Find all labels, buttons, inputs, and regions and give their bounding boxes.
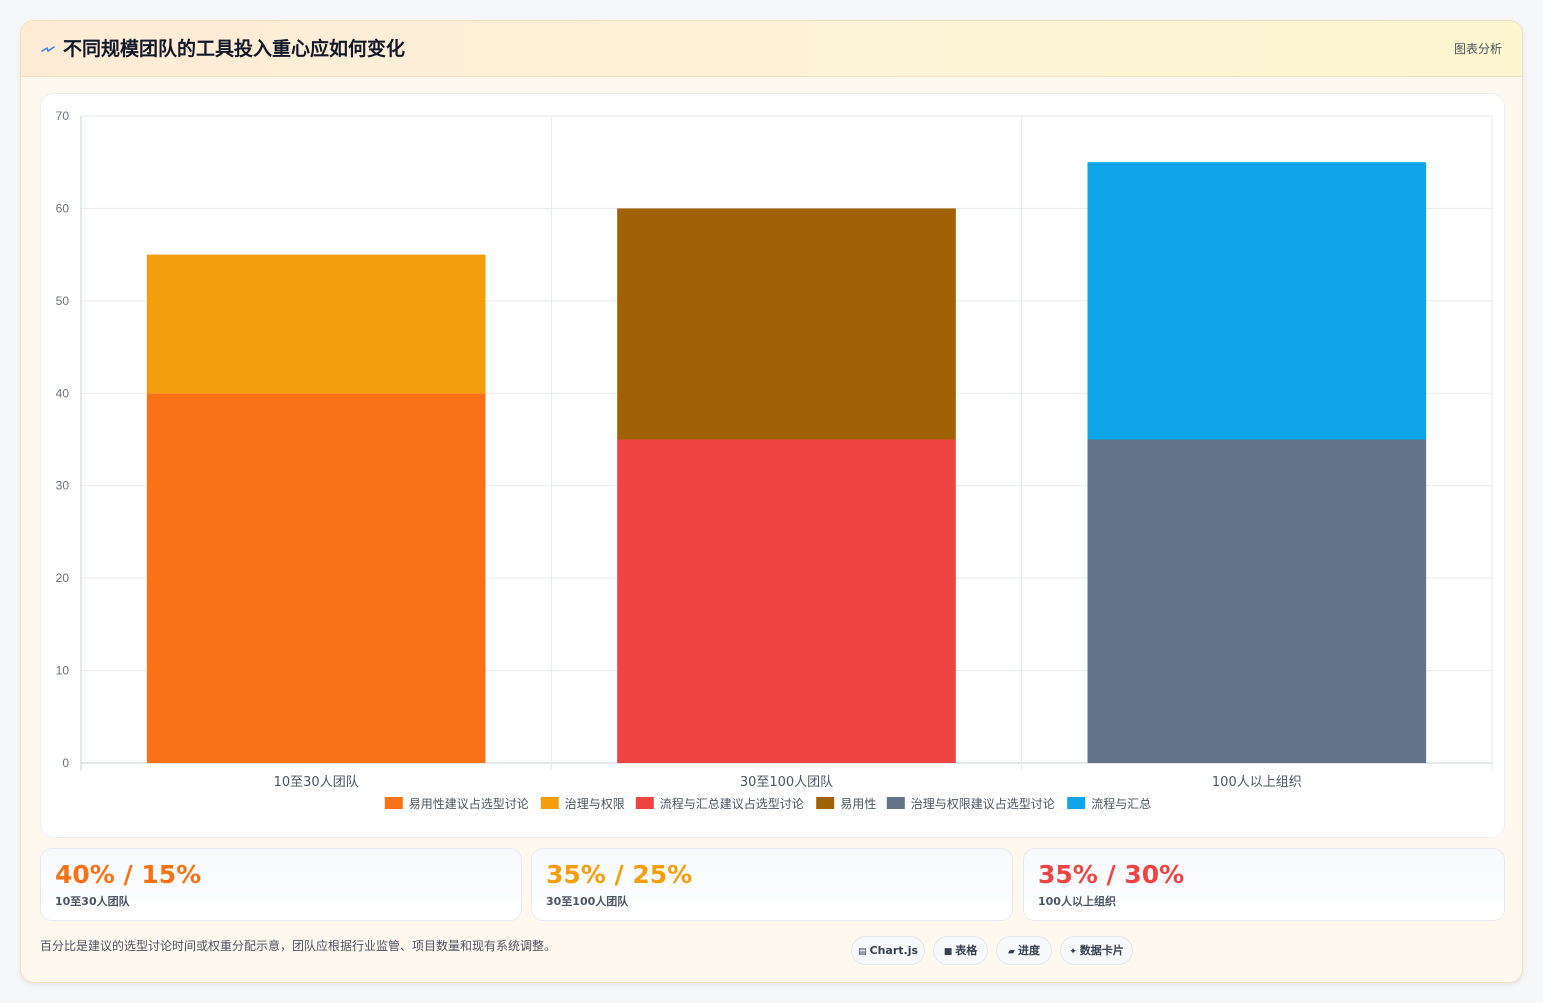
- x-tick-label: 10至30人团队: [274, 775, 359, 790]
- x-tick-label: 30至100人团队: [740, 775, 833, 790]
- legend-swatch: [384, 797, 403, 809]
- x-tick-label: 100人以上组织: [1212, 775, 1302, 790]
- legend-swatch: [540, 797, 559, 809]
- legend-swatch: [816, 797, 835, 809]
- progress-icon: ▰: [1008, 947, 1015, 957]
- chart-card: 不同规模团队的工具投入重心应如何变化 图表分析 0 10 20 30 40 50 60 70 1…: [20, 20, 1523, 983]
- y-tick-label: 20: [56, 571, 70, 585]
- legend-label: 流程与汇总建议占选型讨论: [660, 796, 804, 811]
- chip-data-card[interactable]: ✦ 数据卡片: [1060, 936, 1133, 965]
- y-tick-label: 40: [56, 386, 70, 400]
- y-tick-label: 70: [56, 109, 70, 123]
- bar-segment: [617, 439, 956, 763]
- stat-value: 40% / 15%: [55, 860, 202, 889]
- y-tick-label: 0: [62, 756, 69, 770]
- y-tick-label: 10: [56, 664, 70, 678]
- stat-label: 100人以上组织: [1038, 895, 1116, 908]
- y-tick-label: 30: [56, 479, 70, 493]
- chart-icon: ▤: [857, 947, 867, 957]
- table-icon: ■: [943, 947, 953, 957]
- card-header: 不同规模团队的工具投入重心应如何变化 图表分析: [21, 21, 1522, 77]
- footnote: 百分比是建议的选型讨论时间或权重分配示意，团队应根据行业监管、项目数量和现有系统…: [40, 939, 557, 953]
- legend-label: 易用性建议占选型讨论: [409, 796, 529, 811]
- y-tick-label: 50: [56, 294, 70, 308]
- stacked-bar-chart: 0 10 20 30 40 50 60 70 10至30人团队 30至100人团队 100人以上组织…: [56, 109, 1493, 811]
- chip-label: 进度: [1017, 944, 1040, 957]
- stat-card-mid-team: 35% / 25% 30至100人团队: [531, 848, 1013, 921]
- bar-segment: [1087, 162, 1427, 440]
- bar-segment: [1087, 439, 1427, 763]
- spark-icon: [41, 40, 55, 58]
- chart-analysis-link[interactable]: 图表分析: [1453, 42, 1502, 56]
- legend-label: 易用性: [840, 797, 876, 811]
- chip-chartjs[interactable]: ▤ Chart.js: [851, 936, 925, 965]
- chip-label: Chart.js: [869, 944, 919, 957]
- stat-value: 35% / 30%: [1038, 860, 1185, 889]
- page-title: 不同规模团队的工具投入重心应如何变化: [63, 38, 406, 60]
- stat-label: 10至30人团队: [55, 895, 130, 908]
- chip-table[interactable]: ■ 表格: [933, 936, 988, 965]
- bar-segment: [146, 393, 486, 763]
- y-tick-label: 60: [56, 201, 70, 215]
- card-icon: ✦: [1069, 947, 1077, 957]
- chip-label: 表格: [955, 944, 978, 957]
- bar-segment: [617, 208, 956, 440]
- stat-card-large-org: 35% / 30% 100人以上组织: [1023, 848, 1505, 921]
- bar-segment: [146, 254, 486, 394]
- legend-swatch: [886, 797, 905, 809]
- legend-label: 流程与汇总: [1091, 796, 1151, 811]
- stat-card-small-team: 40% / 15% 10至30人团队: [40, 848, 522, 921]
- chip-label: 数据卡片: [1079, 944, 1124, 957]
- legend-swatch: [1067, 797, 1086, 809]
- chart-panel: 0 10 20 30 40 50 60 70 10至30人团队 30至100人团队 100人以上组织…: [40, 93, 1505, 838]
- legend-label: 治理与权限建议占选型讨论: [911, 796, 1055, 811]
- legend-label: 治理与权限: [565, 797, 625, 811]
- stat-value: 35% / 25%: [546, 860, 693, 889]
- chip-progress[interactable]: ▰ 进度: [996, 936, 1052, 965]
- stat-label: 30至100人团队: [546, 895, 629, 908]
- legend-swatch: [635, 797, 654, 809]
